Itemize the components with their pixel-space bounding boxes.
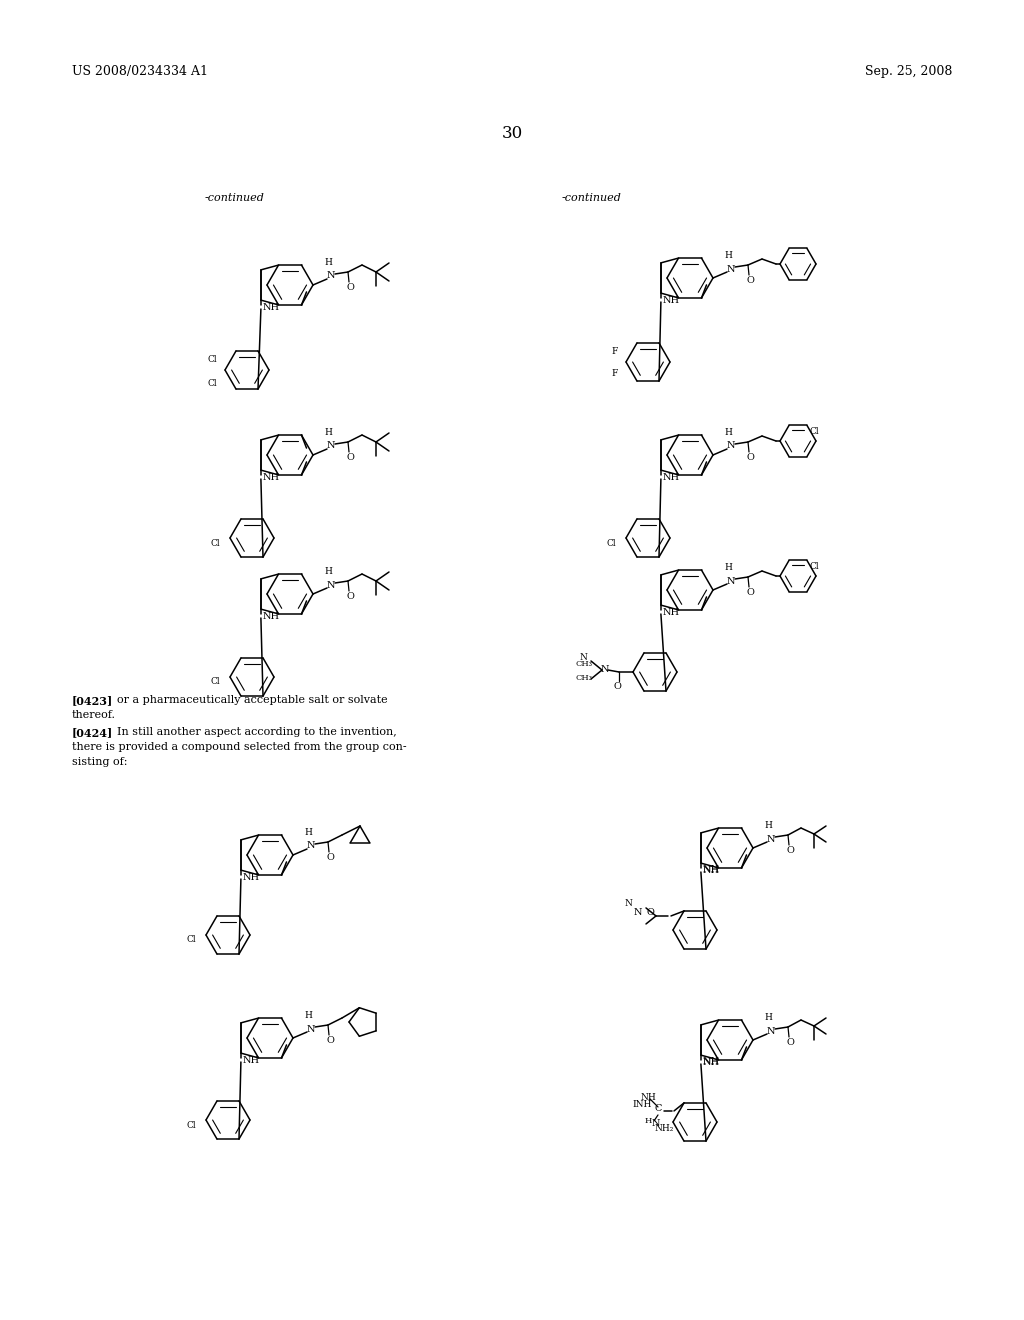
Text: H: H	[324, 428, 332, 437]
Text: F: F	[611, 368, 618, 378]
Text: H: H	[764, 1012, 772, 1022]
Text: H: H	[304, 828, 312, 837]
Text: H: H	[644, 1117, 651, 1125]
Text: 30: 30	[502, 125, 522, 143]
Text: H: H	[764, 821, 772, 830]
Text: O: O	[746, 453, 754, 462]
Text: NH: NH	[263, 473, 280, 482]
Text: -continued: -continued	[205, 193, 265, 203]
Text: In still another aspect according to the invention,: In still another aspect according to the…	[117, 727, 396, 737]
Text: H: H	[724, 564, 732, 572]
Text: CH₃: CH₃	[575, 660, 593, 668]
Text: CH₃: CH₃	[575, 675, 593, 682]
Text: Sep. 25, 2008: Sep. 25, 2008	[864, 65, 952, 78]
Text: H: H	[324, 568, 332, 576]
Text: N: N	[624, 899, 632, 908]
Text: O: O	[326, 1036, 334, 1045]
Text: H: H	[324, 257, 332, 267]
Text: H: H	[724, 251, 732, 260]
Text: O: O	[326, 853, 334, 862]
Text: H: H	[304, 1011, 312, 1020]
Text: NH: NH	[263, 612, 280, 620]
Text: Cl: Cl	[186, 936, 196, 945]
Text: O: O	[786, 1038, 794, 1047]
Text: N: N	[727, 441, 735, 450]
Text: Cl: Cl	[809, 428, 818, 437]
Text: N: N	[727, 577, 735, 586]
Text: O: O	[346, 591, 354, 601]
Text: NH: NH	[663, 473, 680, 482]
Text: Cl: Cl	[210, 539, 220, 548]
Text: -continued: -continued	[562, 193, 622, 203]
Text: O: O	[346, 453, 354, 462]
Text: F: F	[611, 346, 618, 355]
Text: NH: NH	[640, 1093, 656, 1102]
Text: O: O	[346, 282, 354, 292]
Text: N: N	[307, 1024, 315, 1034]
Text: O: O	[786, 846, 794, 855]
Text: US 2008/0234334 A1: US 2008/0234334 A1	[72, 65, 208, 78]
Text: N: N	[327, 272, 335, 281]
Text: INH: INH	[632, 1101, 651, 1109]
Text: N: N	[767, 834, 775, 843]
Text: O: O	[746, 587, 754, 597]
Text: sisting of:: sisting of:	[72, 756, 128, 767]
Text: thereof.: thereof.	[72, 710, 116, 719]
Text: NH: NH	[663, 296, 680, 305]
Text: NH: NH	[663, 609, 680, 616]
Text: N: N	[579, 653, 587, 663]
Text: C: C	[654, 1105, 662, 1114]
Text: N: N	[327, 441, 335, 450]
Text: N: N	[651, 1119, 660, 1129]
Text: O: O	[746, 276, 754, 285]
Text: or a pharmaceutically acceptable salt or solvate: or a pharmaceutically acceptable salt or…	[117, 696, 388, 705]
Text: N: N	[767, 1027, 775, 1035]
Text: there is provided a compound selected from the group con-: there is provided a compound selected fr…	[72, 742, 407, 752]
Text: NH: NH	[702, 866, 720, 874]
Text: Cl: Cl	[606, 539, 616, 548]
Text: O: O	[613, 682, 621, 690]
Text: [0423]: [0423]	[72, 696, 114, 706]
Text: N: N	[634, 908, 642, 917]
Text: Cl: Cl	[210, 677, 220, 686]
Text: N: N	[307, 842, 315, 850]
Text: NH: NH	[702, 1059, 720, 1067]
Text: Cl: Cl	[809, 562, 818, 572]
Text: [0424]: [0424]	[72, 727, 114, 738]
Text: NH: NH	[243, 873, 260, 882]
Text: Cl: Cl	[208, 355, 217, 364]
Text: N: N	[327, 581, 335, 590]
Text: NH: NH	[243, 1056, 260, 1065]
Text: Cl: Cl	[208, 380, 217, 388]
Text: N: N	[601, 665, 609, 675]
Text: O: O	[646, 908, 654, 917]
Text: NH₂: NH₂	[654, 1125, 674, 1134]
Text: NH: NH	[702, 866, 720, 875]
Text: NH: NH	[263, 304, 280, 312]
Text: Cl: Cl	[186, 1121, 196, 1130]
Text: H: H	[724, 428, 732, 437]
Text: NH: NH	[702, 1057, 720, 1067]
Text: N: N	[727, 264, 735, 273]
